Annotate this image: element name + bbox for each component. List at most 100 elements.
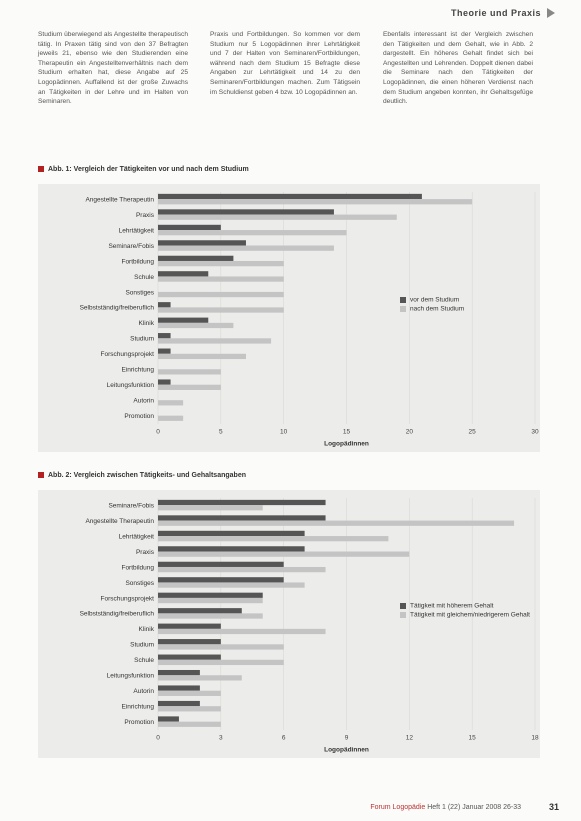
category-label: Einrichtung [121, 367, 154, 374]
bar [158, 613, 263, 619]
bar [158, 690, 221, 696]
category-label: Forschungsprojekt [101, 595, 155, 602]
bar [158, 271, 209, 277]
category-label: Angestellte Therapeutin [85, 518, 154, 525]
x-tick-label: 18 [531, 735, 539, 742]
category-label: Autorin [133, 398, 154, 405]
bar [158, 224, 221, 231]
bar [158, 214, 397, 220]
chart-background [38, 184, 540, 452]
bar [158, 515, 326, 521]
category-label: Promotion [124, 719, 154, 726]
bar [158, 644, 284, 650]
category-label: Leitungsfunktion [107, 382, 155, 389]
legend-label: Tätigkeit mit höherem Gehalt [410, 603, 494, 610]
category-label: Forschungsprojekt [101, 351, 155, 358]
category-label: Einrichtung [121, 704, 154, 711]
x-tick-label: 20 [406, 429, 414, 436]
category-label: Fortbildung [121, 258, 154, 265]
category-label: Sonstiges [125, 580, 154, 587]
x-tick-label: 9 [345, 735, 349, 742]
section-header: Theorie und Praxis [450, 8, 541, 18]
x-tick-label: 10 [280, 429, 288, 436]
bar [158, 551, 410, 557]
title-marker [38, 472, 44, 478]
legend-swatch [400, 306, 406, 312]
title-marker [38, 166, 44, 172]
bar [158, 415, 184, 421]
bar [158, 353, 246, 360]
bar [158, 721, 221, 727]
bar [158, 716, 179, 722]
bar [158, 659, 284, 666]
bar [158, 291, 284, 298]
bar [158, 597, 263, 604]
bar [158, 639, 221, 645]
bar [158, 400, 184, 406]
footer: Forum Logopädie Heft 1 (22) Januar 2008 … [370, 804, 521, 811]
legend-label: nach dem Studium [410, 306, 464, 313]
x-tick-label: 5 [219, 429, 223, 436]
text-column: Praxis und Fortbildungen. So kommen vor … [210, 31, 360, 96]
text-column: Studium überwiegend als Angestellte ther… [38, 31, 188, 106]
legend-swatch [400, 603, 406, 609]
chart-title: Abb. 1: Vergleich der Tätigkeiten vor un… [48, 166, 249, 173]
x-tick-label: 0 [156, 735, 160, 742]
category-label: Angestellte Therapeutin [85, 196, 154, 203]
category-label: Praxis [136, 212, 155, 219]
legend-swatch [400, 297, 406, 303]
page-number: 31 [548, 802, 559, 812]
bar [158, 700, 200, 707]
legend-label: Tätigkeit mit gleichem/niedrigerem Gehal… [410, 612, 530, 619]
bar [158, 499, 326, 506]
bar [158, 530, 305, 537]
category-label: Studium [130, 336, 154, 343]
x-tick-label: 15 [469, 735, 477, 742]
bar [158, 577, 284, 583]
category-label: Autorin [133, 688, 154, 695]
chart-title: Abb. 2: Vergleich zwischen Tätigkeits- u… [48, 472, 246, 479]
bar [158, 230, 347, 236]
bar [158, 317, 209, 323]
bar [158, 561, 284, 567]
bar [158, 338, 272, 344]
bar [158, 623, 221, 629]
category-label: Klinik [138, 626, 154, 633]
x-tick-label: 0 [156, 429, 160, 436]
bar [158, 199, 473, 205]
bar [158, 302, 171, 308]
category-label: Promotion [124, 413, 154, 420]
bar [158, 654, 221, 660]
category-label: Klinik [138, 320, 154, 327]
category-label: Sonstiges [125, 289, 154, 296]
bar [158, 209, 334, 215]
category-label: Selbstständig/freiberuflich [80, 611, 155, 618]
bar [158, 706, 221, 712]
bar [158, 369, 221, 375]
x-tick-label: 30 [531, 429, 539, 436]
header-arrow [547, 8, 555, 18]
x-tick-label: 3 [219, 735, 223, 742]
category-label: Lehrtätigkeit [119, 227, 155, 234]
category-label: Selbstständig/freiberuflich [80, 305, 155, 312]
bar [158, 675, 242, 681]
issue: Heft 1 (22) Januar 2008 26-33 [427, 804, 521, 811]
bar [158, 322, 234, 329]
legend-swatch [400, 612, 406, 618]
bar [158, 384, 221, 390]
chart-background [38, 490, 540, 758]
x-axis-label: Logopädinnen [324, 441, 369, 448]
bar [158, 536, 389, 542]
text-column: Ebenfalls interessant ist der Vergleich … [383, 31, 533, 106]
journal: Forum Logopädie [370, 804, 426, 811]
x-axis-label: Logopädinnen [324, 747, 369, 754]
bar [158, 520, 515, 526]
x-tick-label: 15 [343, 429, 351, 436]
bar [158, 505, 263, 511]
x-tick-label: 6 [282, 735, 286, 742]
legend-label: vor dem Studium [410, 297, 459, 304]
bar [158, 685, 200, 691]
bar [158, 240, 246, 246]
bar [158, 255, 234, 261]
